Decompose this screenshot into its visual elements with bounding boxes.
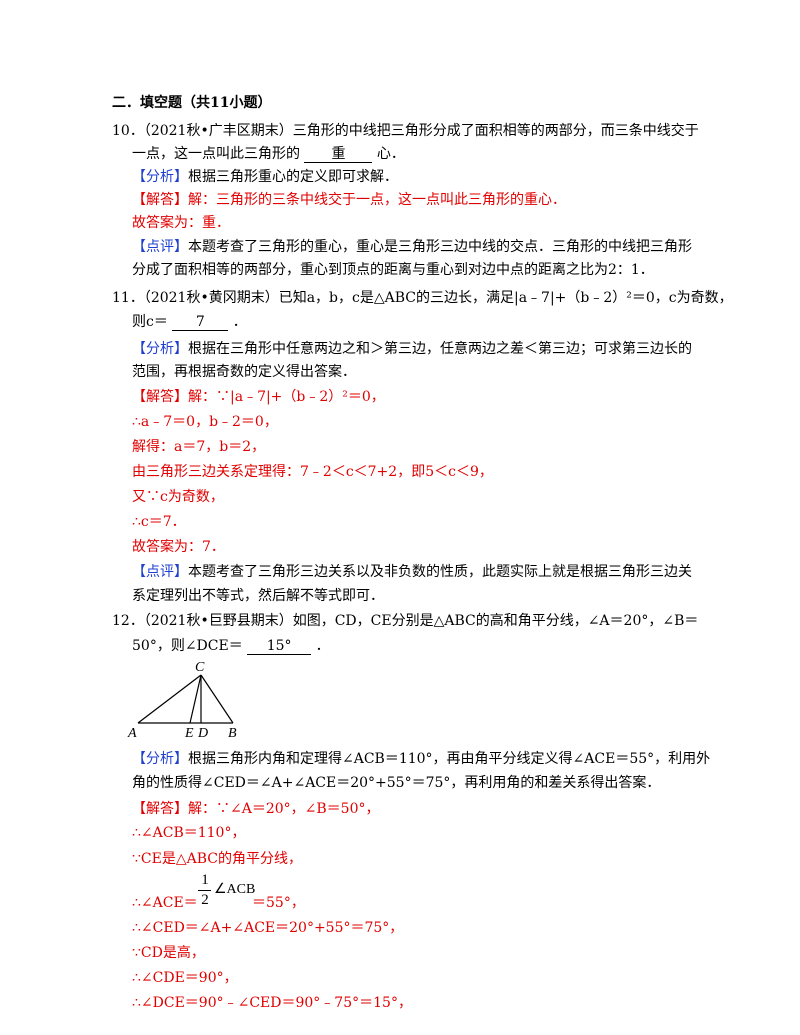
q12-solution-line8: ∴∠DCE＝90°﹣∠CED＝90°﹣75°＝15°， <box>132 995 412 1011</box>
q12-solution-line7: ∴∠CDE＝90°， <box>132 970 238 986</box>
solution-tag: 【解答】 <box>132 389 188 405</box>
q12-solution-line2: ∴∠ACB＝110°， <box>132 825 246 841</box>
q11-solution-text1: 解：∵|a﹣7|+（b﹣2）²＝0， <box>188 389 385 405</box>
q12-text-line1: 12．（2021秋•巨野县期末）如图，CD，CE分别是△ABC的高和角平分线，∠… <box>112 613 699 629</box>
q12-text-post: ． <box>315 638 330 654</box>
q12-text-pre: 50°，则∠DCE＝ <box>132 638 243 654</box>
q12-solution-line4-pre: ∴∠ACE＝ <box>132 895 198 911</box>
q11-text-pre: 则c＝ <box>132 314 168 330</box>
side-ac <box>137 674 202 724</box>
q11-comment-line1: 【点评】本题考查了三角形三边关系以及非负数的性质，此题实际上就是根据三角形三边关 <box>132 562 692 582</box>
q12-analysis-text1: 根据三角形内角和定理得∠ACB＝110°，再由角平分线定义得∠ACE＝55°，利… <box>188 751 711 767</box>
q11-comment-line2: 系定理列出不等式，然后解不等式即可． <box>132 588 384 604</box>
q10-solution-text: 解：三角形的三条中线交于一点，这一点叫此三角形的重心． <box>188 192 566 208</box>
fraction-bar <box>198 890 211 891</box>
q12-solution-line5: ∴∠CED＝∠A+∠ACE＝20°+55°＝75°， <box>132 920 404 936</box>
label-c: C <box>195 660 205 675</box>
q11-text-line2: 则c＝ 7 ． <box>132 312 247 332</box>
q11-analysis-line2: 范围，再根据奇数的定义得出答案． <box>132 364 356 380</box>
analysis-tag: 【分析】 <box>132 751 188 767</box>
solution-tag: 【解答】 <box>132 192 188 208</box>
q12-text-line2: 50°，则∠DCE＝ 15° ． <box>132 636 330 656</box>
q12-solution-text1: 解：∵∠A＝20°，∠B＝50°， <box>188 801 380 817</box>
q10-analysis: 【分析】根据三角形重心的定义即可求解． <box>132 167 398 187</box>
q11-solution-line2: ∴a﹣7＝0，b﹣2＝0， <box>132 414 278 430</box>
angle-bisector-ce <box>189 674 202 724</box>
q12-solution-line4-post: ＝55°， <box>252 895 305 911</box>
q11-solution-line3: 解得：a＝7，b＝2， <box>132 439 266 455</box>
q11-text-post: ． <box>232 314 247 330</box>
q12-solution-line6: ∵CD是高， <box>132 945 205 961</box>
solution-tag: 【解答】 <box>132 801 188 817</box>
analysis-tag: 【分析】 <box>132 341 188 357</box>
q11-analysis-text1: 根据在三角形中任意两边之和＞第三边，任意两边之差＜第三边；可求第三边长的 <box>188 341 692 357</box>
triangle-figure: C A E D B <box>127 660 237 740</box>
fraction-angle-acb: ∠ACB <box>214 882 256 897</box>
q10-solution: 【解答】解：三角形的三条中线交于一点，这一点叫此三角形的重心． <box>132 190 566 210</box>
section-title: 二．填空题（共11小题） <box>112 95 272 111</box>
q10-analysis-text: 根据三角形重心的定义即可求解． <box>188 169 398 185</box>
q11-solution-line4: 由三角形三边关系定理得：7﹣2＜c＜7+2，即5＜c＜9， <box>132 464 493 480</box>
q12-solution-line3: ∵CE是△ABC的角平分线， <box>132 851 302 867</box>
q11-solution-line5: 又∵c为奇数， <box>132 489 224 505</box>
label-d: D <box>197 726 208 740</box>
q12-analysis-line1: 【分析】根据三角形内角和定理得∠ACB＝110°，再由角平分线定义得∠ACE＝5… <box>132 749 710 769</box>
label-e: E <box>184 726 194 740</box>
q11-text-line1: 11．（2021秋•黄冈期末）已知a，b，c是△ABC的三边长，满足|a﹣7|+… <box>112 290 733 306</box>
q10-comment-line2: 分成了面积相等的两部分，重心到顶点的距离与重心到对边中点的距离之比为2：1． <box>132 262 654 278</box>
side-cb <box>200 674 234 724</box>
q11-solution-line6: ∴c＝7． <box>132 514 186 530</box>
q11-final-answer: 故答案为：7． <box>132 539 225 555</box>
q12-answer-blank: 15° <box>247 638 312 655</box>
q11-solution-line1: 【解答】解：∵|a﹣7|+（b﹣2）²＝0， <box>132 387 385 407</box>
comment-tag: 【点评】 <box>132 564 188 580</box>
q11-answer-blank: 7 <box>172 314 229 331</box>
fraction-numerator: 1 <box>201 872 209 888</box>
q10-answer-blank: 重 <box>304 146 373 163</box>
comment-tag: 【点评】 <box>132 239 188 255</box>
q12-analysis-line2: 角的性质得∠CED＝∠A+∠ACE＝20°+55°＝75°，再利用角的和差关系得… <box>132 775 661 791</box>
q11-analysis-line1: 【分析】根据在三角形中任意两边之和＞第三边，任意两边之差＜第三边；可求第三边长的 <box>132 339 692 359</box>
label-b: B <box>228 726 237 740</box>
analysis-tag: 【分析】 <box>132 169 188 185</box>
q11-comment-text1: 本题考查了三角形三边关系以及非负数的性质，此题实际上就是根据三角形三边关 <box>188 564 692 580</box>
q10-text-line1: 10．（2021秋•广丰区期末）三角形的中线把三角形分成了面积相等的两部分，而三… <box>112 123 699 139</box>
q10-text-post: 心． <box>376 146 405 162</box>
q12-solution-line1: 【解答】解：∵∠A＝20°，∠B＝50°， <box>132 799 380 819</box>
label-a: A <box>127 726 137 740</box>
q10-text-pre: 一点，这一点叫此三角形的 <box>132 146 300 162</box>
q10-comment-text1: 本题考查了三角形的重心，重心是三角形三边中线的交点．三角形的中线把三角形 <box>188 239 692 255</box>
fraction-denominator: 2 <box>201 892 209 908</box>
q10-text-line2: 一点，这一点叫此三角形的 重 心． <box>132 144 405 164</box>
q10-final-answer: 故答案为：重． <box>132 215 230 231</box>
q10-comment-line1: 【点评】本题考查了三角形的重心，重心是三角形三边中线的交点．三角形的中线把三角形 <box>132 237 692 257</box>
